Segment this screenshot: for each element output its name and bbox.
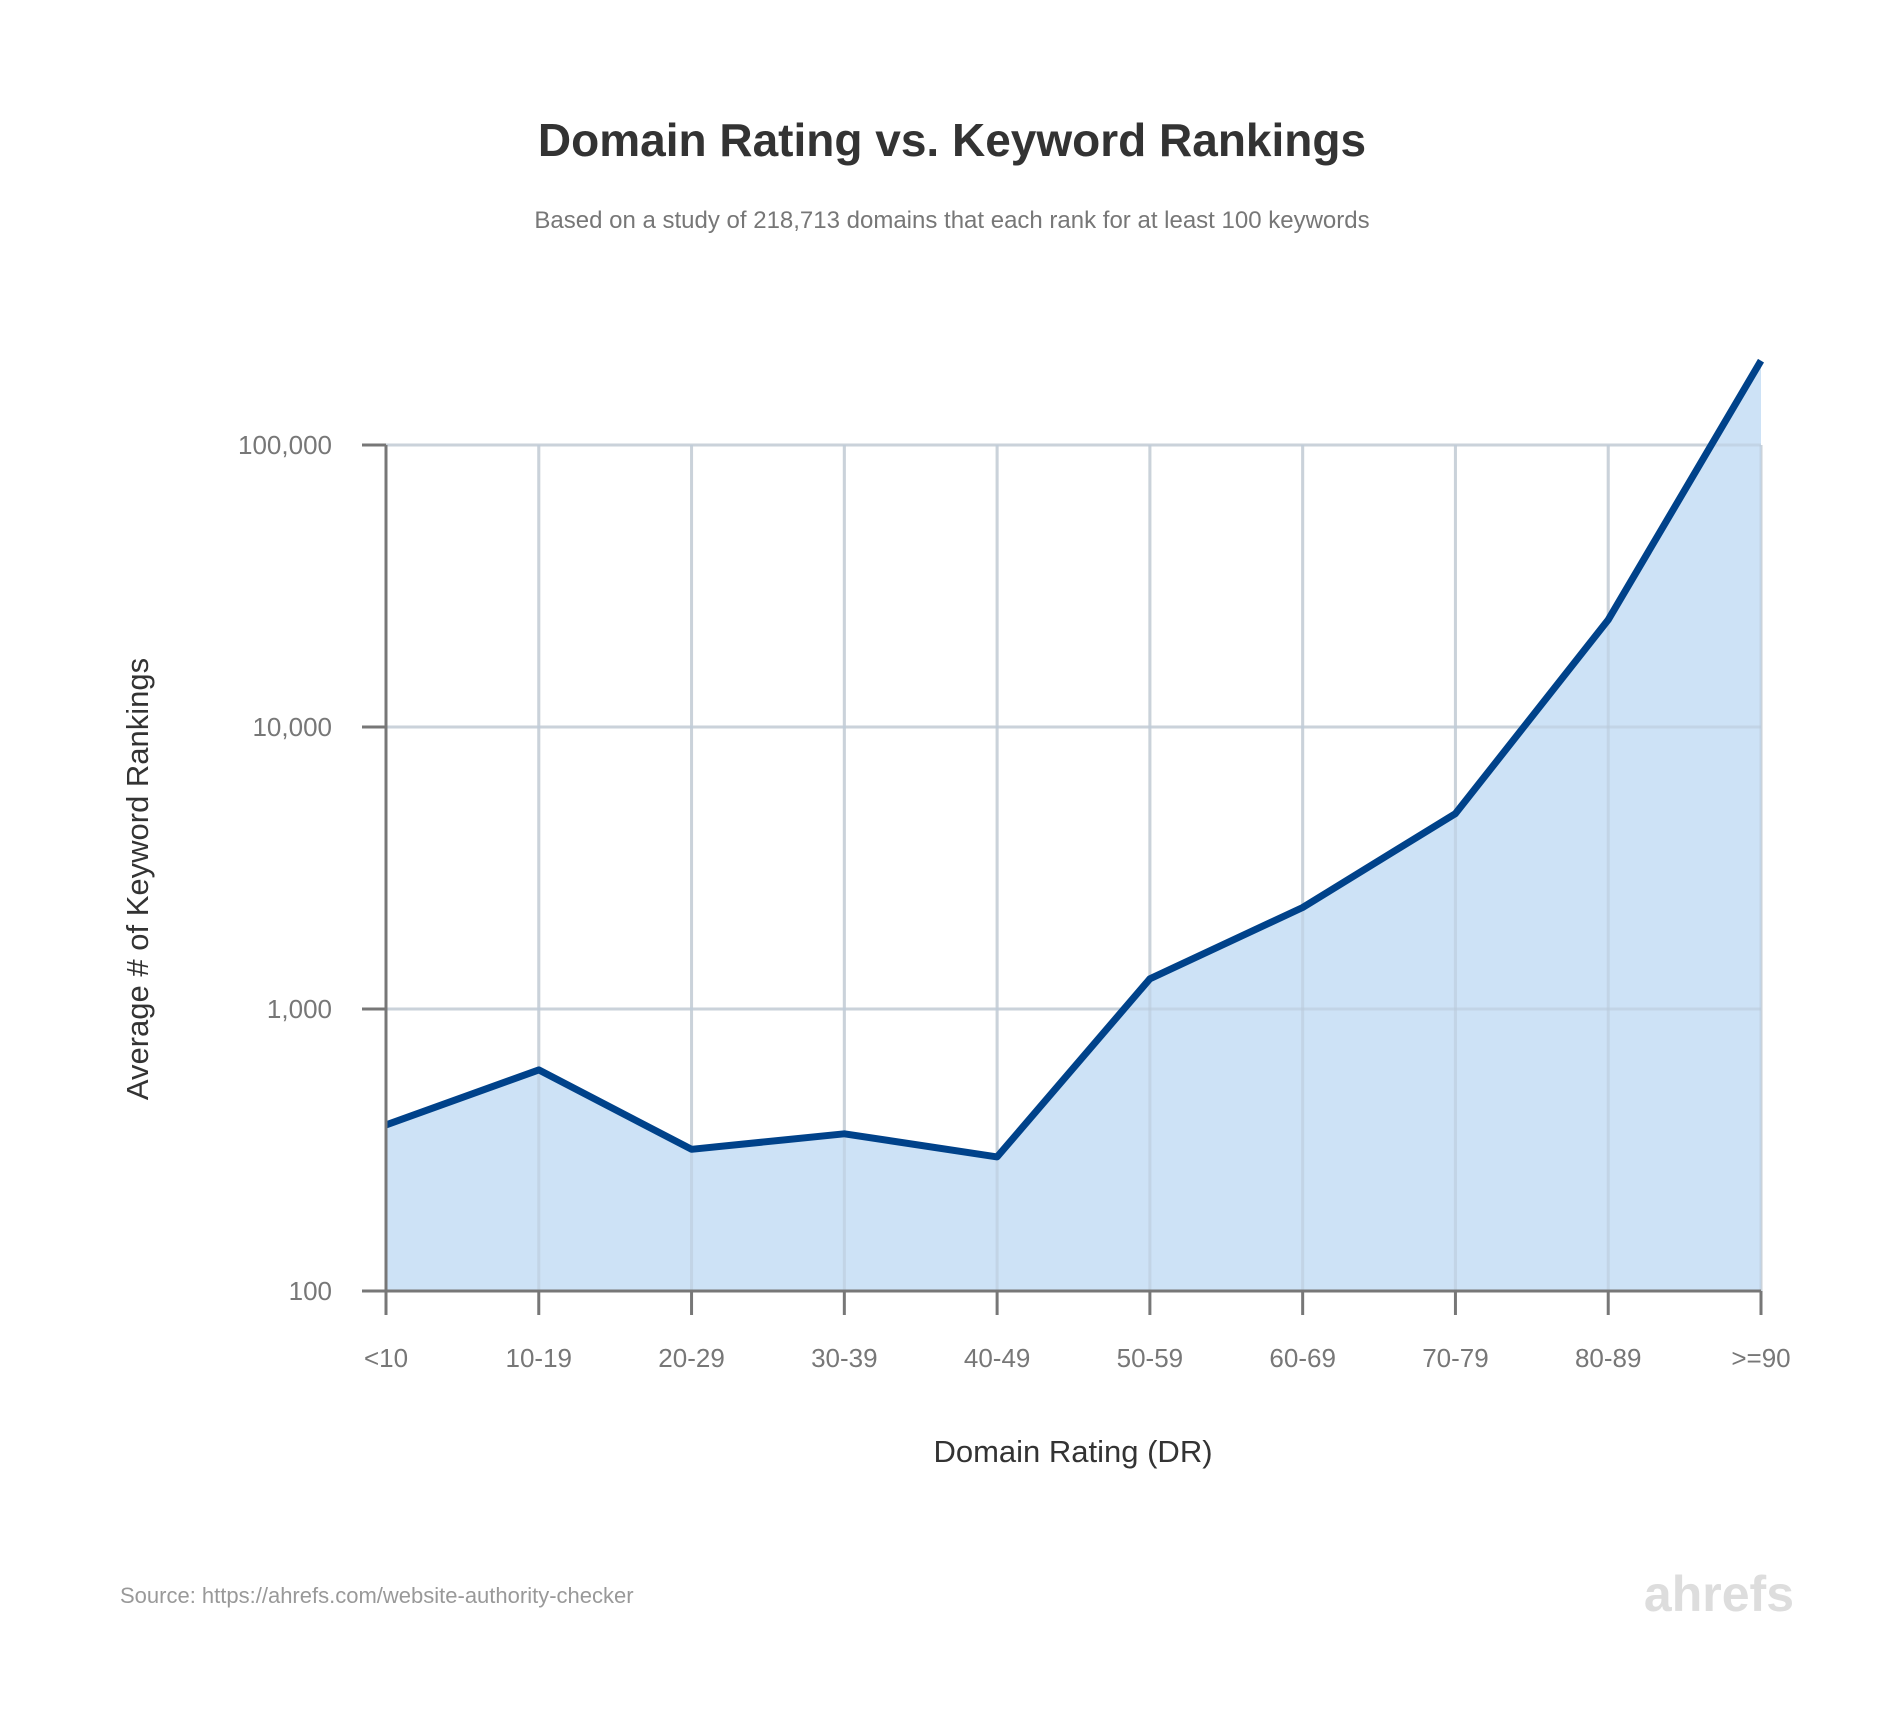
x-axis-title: Domain Rating (DR) xyxy=(933,1434,1212,1469)
source-note: Source: https://ahrefs.com/website-autho… xyxy=(120,1583,634,1608)
x-tick-label: 60-69 xyxy=(1269,1343,1336,1373)
series-line xyxy=(384,358,1765,1161)
x-tick-label: 10-19 xyxy=(506,1343,573,1373)
x-tick-label: 50-59 xyxy=(1117,1343,1184,1373)
x-tick-label: 20-29 xyxy=(658,1343,725,1373)
y-axis-title: Average # of Keyword Rankings xyxy=(120,658,155,1100)
y-tick-label: 100,000 xyxy=(238,430,332,460)
ahrefs-logo: ahrefs xyxy=(1644,1566,1794,1622)
chart-subtitle: Based on a study of 218,713 domains that… xyxy=(534,207,1369,234)
x-tick-label: 70-79 xyxy=(1422,1343,1489,1373)
x-tick-label: 80-89 xyxy=(1575,1343,1642,1373)
x-tick-label: <10 xyxy=(364,1343,408,1373)
x-tick-label: >=90 xyxy=(1731,1343,1790,1373)
x-tick-label: 30-39 xyxy=(811,1343,878,1373)
x-tick-label: 40-49 xyxy=(964,1343,1031,1373)
chart-title: Domain Rating vs. Keyword Rankings xyxy=(538,114,1366,166)
y-tick-label: 100 xyxy=(289,1276,332,1306)
plot-area: 100 1,000 10,000 100,000 <10 10-19 20-29 30-39 4… xyxy=(238,358,1791,1373)
area-fill xyxy=(386,360,1761,1291)
y-tick-label: 10,000 xyxy=(252,712,332,742)
y-tick-label: 1,000 xyxy=(267,994,332,1024)
